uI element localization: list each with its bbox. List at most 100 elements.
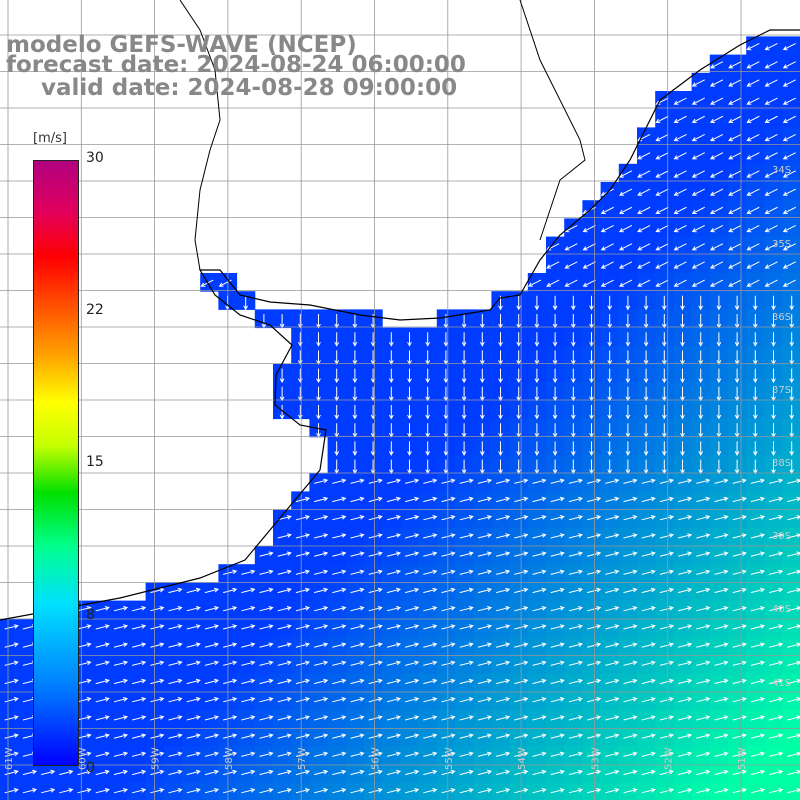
wind-arrow: [568, 514, 584, 521]
wind-arrow: [332, 624, 347, 630]
wind-arrow: [423, 715, 438, 721]
wind-arrow: [728, 170, 742, 178]
wind-arrow: [607, 332, 613, 347]
wind-arrow: [516, 368, 522, 384]
wind-arrow: [714, 769, 729, 776]
wind-arrow: [405, 660, 420, 666]
wind-arrow: [477, 696, 493, 703]
wind-arrow: [659, 769, 675, 776]
wind-arrow: [405, 605, 420, 612]
wind-arrow: [496, 787, 511, 794]
wind-arrow: [625, 405, 631, 420]
wind-arrow: [728, 152, 742, 160]
wind-arrow: [728, 115, 742, 124]
wind-arrow: [423, 678, 438, 685]
wind-arrow: [605, 678, 620, 685]
wind-arrow: [407, 368, 412, 384]
wind-arrow: [186, 715, 201, 721]
wind-arrow: [587, 587, 602, 594]
wind-arrow: [582, 279, 596, 287]
wind-arrow: [332, 605, 347, 612]
wind-arrow: [568, 624, 584, 630]
wind-arrow: [477, 551, 493, 557]
wind-arrow: [314, 642, 329, 648]
wind-arrow: [714, 605, 729, 612]
wind-arrow: [746, 79, 760, 87]
wind-arrow: [496, 678, 511, 685]
wind-arrow: [787, 514, 800, 521]
wind-arrow: [659, 733, 675, 739]
wind-arrow: [728, 206, 742, 215]
wind-arrow: [368, 478, 383, 484]
wind-arrow: [295, 660, 311, 666]
wind-arrow: [673, 170, 687, 178]
wind-arrow: [568, 587, 584, 594]
wind-arrow: [388, 441, 394, 456]
wind-arrow: [680, 332, 685, 347]
wind-arrow: [618, 243, 633, 251]
wind-arrow: [532, 678, 547, 685]
wind-arrow: [368, 715, 383, 721]
wind-arrow: [734, 332, 740, 347]
wind-arrow: [550, 496, 565, 503]
wind-arrow: [368, 533, 383, 539]
wind-arrow: [678, 751, 693, 757]
wind-arrow: [259, 769, 274, 776]
wind-arrow: [295, 551, 311, 557]
wind-arrow: [550, 715, 565, 721]
wind-arrow: [295, 605, 311, 612]
wind-arrow: [696, 733, 711, 739]
wind-arrow: [532, 605, 547, 612]
wind-arrow: [279, 368, 285, 384]
wind-arrow: [516, 314, 522, 329]
wind-arrow: [496, 514, 511, 521]
wind-arrow: [589, 405, 594, 420]
wind-arrow: [570, 332, 576, 347]
wind-arrow: [732, 787, 747, 794]
wind-arrow: [691, 134, 705, 142]
wind-arrow: [168, 715, 183, 721]
wind-arrow: [461, 368, 467, 384]
wind-arrow: [407, 405, 412, 420]
wind-arrow: [605, 478, 620, 484]
wind-arrow: [241, 678, 256, 685]
wind-arrow: [691, 261, 705, 269]
wind-arrow: [150, 624, 165, 630]
wind-arrow: [314, 787, 329, 794]
wind-arrow: [41, 787, 56, 794]
wind-arrow: [655, 206, 669, 215]
wind-arrow: [459, 551, 474, 557]
wind-arrow: [386, 733, 402, 739]
wind-arrow: [132, 660, 147, 666]
wind-arrow: [787, 678, 800, 685]
wind-arrow: [782, 79, 796, 87]
wind-arrow: [204, 787, 220, 794]
wind-arrow: [605, 769, 620, 776]
wind-arrow: [600, 225, 614, 233]
wind-arrow: [643, 405, 649, 420]
wind-arrow: [752, 314, 758, 329]
wind-arrow: [659, 533, 675, 539]
wind-arrow: [405, 751, 420, 757]
wind-arrow: [787, 787, 800, 794]
lat-label: 41S: [772, 678, 791, 689]
wind-arrow: [386, 514, 402, 521]
wind-arrow: [277, 624, 292, 630]
wind-arrow: [691, 79, 705, 87]
wind-arrow: [568, 769, 584, 776]
wind-arrow: [368, 769, 383, 776]
wind-arrow: [750, 715, 766, 721]
wind-arrow: [95, 751, 110, 757]
lon-label: 51W: [737, 747, 748, 770]
wind-arrow: [678, 551, 693, 557]
wind-arrow: [368, 605, 383, 612]
wind-arrow: [605, 605, 620, 612]
wind-arrow: [625, 295, 631, 311]
wind-arrow: [746, 188, 760, 196]
wind-arrow: [386, 696, 402, 703]
wind-arrow: [696, 496, 711, 503]
wind-arrow: [787, 715, 800, 721]
wind-arrow: [223, 624, 238, 630]
wind-arrow: [691, 170, 705, 178]
wind-arrow: [368, 587, 383, 594]
